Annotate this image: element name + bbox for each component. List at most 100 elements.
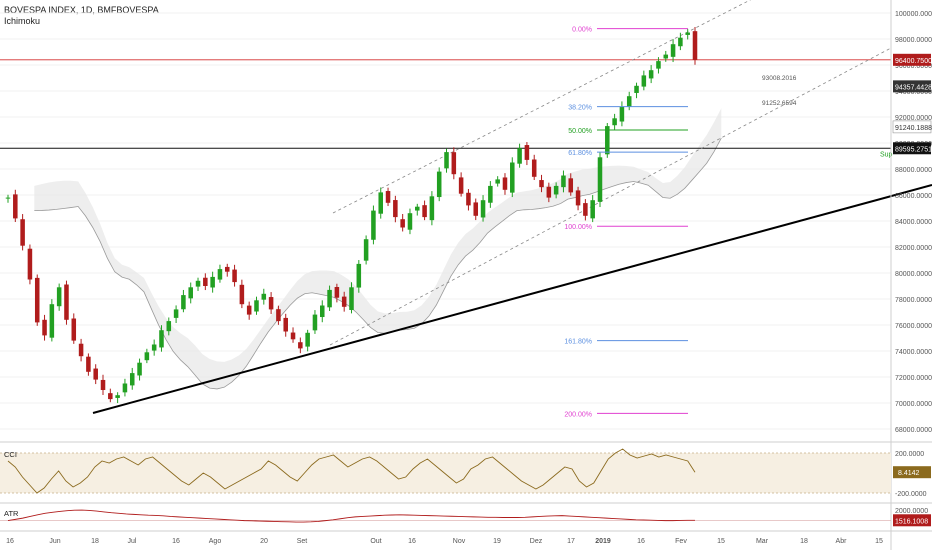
candle-body[interactable] [597, 157, 603, 202]
candle-body[interactable] [648, 70, 654, 79]
candle-body[interactable] [473, 202, 479, 216]
candle-body[interactable] [605, 126, 610, 155]
candle-body[interactable] [49, 304, 55, 338]
candle-body[interactable] [458, 177, 464, 194]
candle-body[interactable] [480, 200, 486, 218]
candle-body[interactable] [422, 205, 427, 218]
candle-body[interactable] [436, 171, 442, 198]
time-axis[interactable]: 16 Jun 18 Jul 16 Ago 20 Set Out 16 Nov 19 Dez 17 2019 1… [6, 538, 883, 545]
candle-body[interactable] [334, 287, 340, 298]
candlesticks[interactable] [5, 27, 698, 404]
atr-panel[interactable]: ATR 2000.0000 1516.1008 [0, 508, 931, 527]
candle-body[interactable] [626, 96, 632, 107]
candle-body[interactable] [290, 332, 296, 340]
candle-body[interactable] [488, 185, 493, 203]
candle-body[interactable] [524, 145, 530, 160]
candle-body[interactable] [144, 352, 150, 361]
candle-body[interactable] [181, 295, 186, 310]
candle-body[interactable] [466, 192, 471, 206]
candle-body[interactable] [641, 75, 647, 87]
candle-body[interactable] [363, 239, 369, 261]
candle-body[interactable] [34, 277, 40, 323]
candle-body[interactable] [320, 305, 325, 318]
candle-body[interactable] [151, 344, 157, 351]
candle-body[interactable] [510, 162, 515, 193]
candle-body[interactable] [517, 148, 522, 164]
cci-panel[interactable]: CCI 200.0000 -200.0000 8.4142 [0, 448, 931, 498]
candle-body[interactable] [42, 319, 47, 336]
candle-body[interactable] [86, 356, 91, 372]
candle-body[interactable] [634, 85, 639, 93]
candle-body[interactable] [173, 309, 179, 318]
candle-body[interactable] [451, 152, 457, 175]
candle-body[interactable] [27, 248, 33, 280]
candle-body[interactable] [115, 395, 120, 398]
candle-body[interactable] [341, 296, 347, 307]
candle-body[interactable] [78, 343, 84, 357]
candle-body[interactable] [349, 287, 354, 310]
candle-body[interactable] [575, 190, 581, 206]
candle-body[interactable] [583, 203, 588, 216]
candle-body[interactable] [371, 210, 376, 240]
candle-body[interactable] [283, 317, 288, 332]
candle-body[interactable] [56, 287, 62, 307]
candle-body[interactable] [298, 342, 303, 349]
candle-body[interactable] [108, 393, 113, 400]
candle-body[interactable] [656, 61, 661, 69]
candle-body[interactable] [5, 197, 11, 199]
candle-body[interactable] [232, 269, 237, 283]
candle-body[interactable] [137, 362, 142, 376]
candle-body[interactable] [619, 106, 625, 122]
candle-body[interactable] [268, 297, 274, 310]
candle-body[interactable] [590, 200, 595, 219]
candle-body[interactable] [254, 300, 259, 312]
candle-body[interactable] [100, 379, 106, 390]
candle-body[interactable] [246, 305, 252, 315]
candle-body[interactable] [188, 287, 193, 299]
candle-body[interactable] [495, 179, 500, 184]
candle-body[interactable] [692, 31, 698, 60]
channel-lower-line[interactable] [329, 47, 892, 346]
candle-body[interactable] [159, 330, 164, 348]
candle-body[interactable] [670, 44, 676, 57]
cci-line[interactable] [7, 448, 696, 494]
candle-body[interactable] [685, 32, 690, 35]
candle-body[interactable] [400, 219, 405, 228]
candle-body[interactable] [261, 293, 267, 300]
candle-body[interactable] [195, 280, 201, 287]
candle-body[interactable] [561, 175, 566, 188]
candle-body[interactable] [64, 284, 69, 320]
candle-body[interactable] [327, 289, 332, 308]
candle-body[interactable] [568, 178, 574, 193]
channel-upper-line[interactable] [332, 0, 760, 214]
candle-body[interactable] [166, 321, 172, 332]
candle-body[interactable] [305, 332, 310, 347]
candle-body[interactable] [276, 309, 281, 322]
price-axis[interactable]: 100000.0000 98000.0000 96000.0000 94000.000… [895, 11, 932, 434]
candle-body[interactable] [546, 186, 552, 198]
candle-body[interactable] [678, 37, 683, 47]
candle-body[interactable] [393, 200, 398, 218]
candle-body[interactable] [122, 383, 128, 393]
candle-body[interactable] [415, 206, 420, 211]
candle-body[interactable] [356, 263, 362, 288]
candle-body[interactable] [663, 54, 669, 59]
candle-body[interactable] [531, 159, 537, 177]
candle-body[interactable] [385, 191, 391, 203]
candle-body[interactable] [502, 177, 508, 190]
candle-body[interactable] [378, 192, 383, 214]
candle-body[interactable] [429, 196, 435, 221]
candle-body[interactable] [210, 276, 215, 288]
candle-body[interactable] [312, 314, 318, 331]
atr-line[interactable] [7, 509, 696, 523]
candle-body[interactable] [539, 180, 544, 188]
trend-line[interactable] [92, 184, 932, 414]
candle-body[interactable] [239, 284, 245, 305]
candle-body[interactable] [553, 185, 559, 195]
candle-body[interactable] [203, 277, 208, 286]
candle-body[interactable] [224, 266, 230, 272]
candle-body[interactable] [71, 318, 77, 341]
candle-body[interactable] [13, 194, 18, 219]
candle-body[interactable] [612, 118, 617, 126]
